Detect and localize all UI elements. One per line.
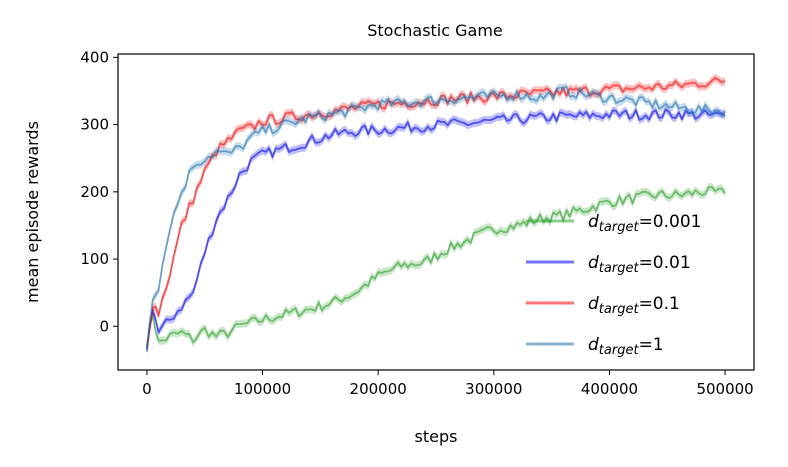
y-axis: 0 100 200 300 400 [80,48,118,335]
legend-label-0: dtarget=0.001 [588,212,701,235]
x-tick-label: 200000 [350,380,407,398]
y-tick-label: 200 [80,183,109,201]
x-tick-label: 100000 [234,380,291,398]
y-axis-label: mean episode rewards [23,121,42,303]
y-tick-label: 0 [99,317,109,335]
series-band-3 [146,82,726,353]
series-line-0 [146,186,726,352]
legend: dtarget=0.001 dtarget=0.01 dtarget=0.1 dtar… [526,212,701,358]
legend-label-1: dtarget=0.01 [588,253,691,276]
series-line-1 [146,108,726,350]
x-tick-label: 300000 [465,380,522,398]
legend-label-2: dtarget=0.1 [588,294,680,317]
y-tick-label: 300 [80,116,109,134]
x-axis-label: steps [415,427,458,446]
x-tick-label: 0 [142,380,152,398]
series-band-0 [146,183,726,356]
legend-label-3: dtarget=1 [588,335,664,358]
y-tick-label: 100 [80,250,109,268]
series-line-3 [146,85,726,349]
series-line-2 [146,76,726,346]
chart-title: Stochastic Game [367,21,503,40]
x-tick-label: 500000 [696,380,753,398]
plot-frame [117,53,755,371]
y-tick-label: 400 [80,48,109,66]
series-layer [146,73,726,356]
x-tick-label: 400000 [581,380,638,398]
x-axis: 0 100000 200000 300000 400000 500000 [142,370,754,398]
